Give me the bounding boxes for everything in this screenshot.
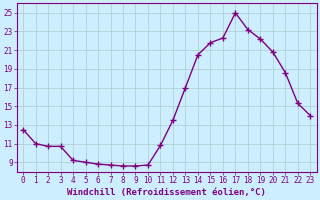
X-axis label: Windchill (Refroidissement éolien,°C): Windchill (Refroidissement éolien,°C)	[67, 188, 266, 197]
